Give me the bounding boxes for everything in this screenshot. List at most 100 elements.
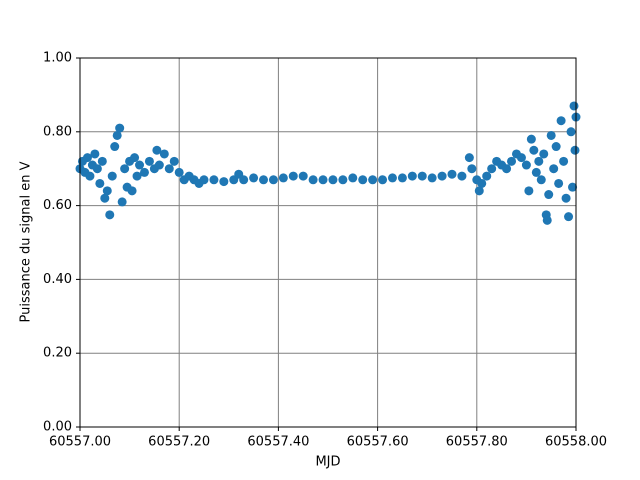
- x-tick-label: 60557.40: [247, 435, 309, 450]
- point: [85, 171, 95, 181]
- y-tick-label: 0.20: [43, 346, 72, 361]
- point: [531, 167, 541, 177]
- x-tick-label: 60557.60: [347, 435, 409, 450]
- point: [568, 182, 578, 192]
- point: [130, 153, 140, 163]
- x-tick-label: 60557.80: [446, 435, 508, 450]
- point: [559, 156, 569, 166]
- x-tick-label: 60558.00: [545, 435, 607, 450]
- point: [556, 116, 566, 126]
- point: [112, 130, 122, 140]
- point: [521, 160, 531, 170]
- y-tick-label: 0.40: [43, 272, 72, 287]
- point: [368, 175, 378, 185]
- point: [308, 175, 318, 185]
- point: [569, 101, 579, 111]
- point: [546, 130, 556, 140]
- point: [378, 175, 388, 185]
- point: [526, 134, 536, 144]
- point: [219, 177, 229, 187]
- x-tick-label: 60557.20: [148, 435, 210, 450]
- point: [288, 171, 298, 181]
- point: [417, 171, 427, 181]
- y-tick-label: 0.00: [43, 420, 72, 435]
- point: [397, 173, 407, 183]
- point: [97, 156, 107, 166]
- point: [477, 178, 487, 188]
- point: [95, 178, 105, 188]
- point: [536, 175, 546, 185]
- point: [507, 156, 517, 166]
- point: [92, 164, 102, 174]
- point: [427, 173, 437, 183]
- point: [90, 149, 100, 159]
- point: [278, 173, 288, 183]
- point: [549, 164, 559, 174]
- point: [120, 164, 130, 174]
- point: [105, 210, 115, 220]
- point: [154, 160, 164, 170]
- point: [169, 156, 179, 166]
- y-tick-label: 0.60: [43, 198, 72, 213]
- point: [437, 171, 447, 181]
- point: [132, 171, 142, 181]
- point: [554, 178, 564, 188]
- plot-frame: [79, 57, 577, 428]
- point: [387, 173, 397, 183]
- point: [358, 175, 368, 185]
- point: [338, 175, 348, 185]
- point: [529, 145, 539, 155]
- point: [447, 169, 457, 179]
- point: [482, 171, 492, 181]
- y-tick-label: 0.80: [43, 124, 72, 139]
- x-tick-label: 60557.00: [49, 435, 111, 450]
- point: [298, 171, 308, 181]
- point: [159, 149, 169, 159]
- point: [110, 142, 120, 152]
- point: [117, 197, 127, 207]
- point: [199, 175, 209, 185]
- point: [139, 167, 149, 177]
- point: [564, 212, 574, 222]
- point: [239, 175, 249, 185]
- point: [467, 164, 477, 174]
- point: [348, 173, 358, 183]
- grid: [79, 57, 577, 428]
- x-axis-label: MJD: [315, 455, 340, 470]
- points: [75, 101, 581, 225]
- point: [539, 149, 549, 159]
- y-tick-label: 1.00: [43, 51, 72, 66]
- point: [544, 190, 554, 200]
- point: [534, 156, 544, 166]
- point: [542, 215, 552, 225]
- point: [551, 142, 561, 152]
- point: [474, 186, 484, 196]
- point: [502, 164, 512, 174]
- point: [152, 145, 162, 155]
- point: [102, 186, 112, 196]
- point: [487, 164, 497, 174]
- point: [259, 175, 269, 185]
- point: [135, 160, 145, 170]
- point: [268, 175, 278, 185]
- point: [524, 186, 534, 196]
- point: [570, 145, 580, 155]
- point: [561, 193, 571, 203]
- point: [249, 173, 259, 183]
- point: [127, 186, 137, 196]
- point: [566, 127, 576, 137]
- point: [100, 193, 110, 203]
- point: [82, 153, 92, 163]
- point: [328, 175, 338, 185]
- point: [407, 171, 417, 181]
- y-axis-label: Puissance du signal en V: [19, 161, 34, 322]
- point: [209, 175, 219, 185]
- point: [115, 123, 125, 133]
- point: [516, 153, 526, 163]
- point: [164, 164, 174, 174]
- point: [464, 153, 474, 163]
- point: [457, 171, 467, 181]
- point: [174, 167, 184, 177]
- point: [144, 156, 154, 166]
